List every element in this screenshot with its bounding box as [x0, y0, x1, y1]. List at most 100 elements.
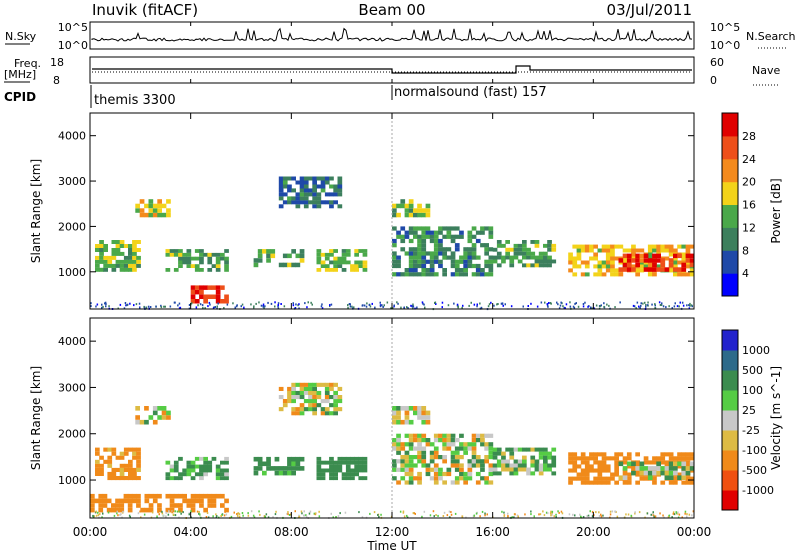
- echo-cell: [689, 244, 695, 249]
- power-colorbar-label: Power [dB]: [769, 178, 783, 243]
- echo-cell: [413, 433, 418, 438]
- echo-cell: [224, 268, 229, 272]
- echo-cell: [119, 455, 125, 460]
- echo-cell: [341, 472, 347, 477]
- echo-cell: [593, 272, 598, 277]
- echo-cell: [593, 480, 598, 485]
- echo-cell: [301, 512, 303, 515]
- echo-cell: [517, 259, 523, 264]
- echo-cell: [543, 463, 548, 468]
- echo-cell: [282, 470, 288, 476]
- echo-cell: [417, 455, 422, 460]
- echo-cell: [333, 476, 338, 481]
- echo-cell: [92, 515, 95, 518]
- echo-cell: [488, 268, 494, 273]
- echo-cell: [681, 461, 687, 467]
- echo-cell: [689, 461, 695, 467]
- echo-cell: [308, 188, 313, 193]
- echo-cell: [324, 399, 330, 404]
- echo-cell: [644, 301, 646, 304]
- echo-cell: [501, 510, 503, 513]
- echo-cell: [688, 304, 690, 307]
- echo-cell: [354, 252, 359, 257]
- echo-cell: [95, 244, 100, 248]
- echo-cell: [438, 238, 443, 244]
- echo-cell: [664, 248, 670, 253]
- echo-cell: [349, 303, 351, 306]
- echo-cell: [358, 456, 364, 461]
- echo-cell: [656, 253, 661, 259]
- echo-cell: [207, 468, 213, 473]
- echo-cell: [282, 192, 288, 197]
- echo-cell: [682, 304, 685, 307]
- echo-cell: [572, 460, 578, 465]
- echo-cell: [333, 260, 338, 265]
- colorbar-swatch: [722, 204, 738, 228]
- echo-cell: [459, 442, 464, 447]
- echo-cell: [651, 303, 653, 306]
- echo-cell: [639, 306, 641, 309]
- echo-cell: [287, 466, 292, 471]
- echo-cell: [341, 256, 347, 261]
- echo-cell: [421, 446, 427, 451]
- echo-cell: [211, 285, 217, 290]
- echo-cell: [685, 253, 691, 259]
- echo-cell: [396, 446, 401, 451]
- echo-cell: [546, 303, 549, 306]
- echo-cell: [136, 259, 141, 264]
- echo-cell: [450, 259, 456, 264]
- echo-cell: [316, 192, 322, 197]
- echo-cell: [496, 263, 502, 268]
- freq-trace: [92, 65, 692, 74]
- echo-cell: [534, 459, 540, 464]
- echo-cell: [186, 260, 192, 265]
- echo-cell: [295, 303, 297, 306]
- echo-cell: [501, 463, 506, 468]
- echo-cell: [161, 410, 167, 416]
- echo-cell: [433, 455, 439, 460]
- echo-cell: [186, 498, 192, 504]
- echo-cell: [488, 450, 494, 455]
- echo-cell: [618, 272, 624, 277]
- echo-cell: [199, 252, 204, 257]
- echo-cell: [593, 456, 598, 461]
- echo-cell: [197, 304, 199, 307]
- echo-cell: [350, 472, 355, 477]
- echo-cell: [262, 249, 267, 254]
- echo-cell: [157, 406, 162, 411]
- echo-cell: [320, 176, 326, 181]
- echo-cell: [278, 262, 284, 268]
- echo-cell: [324, 407, 330, 412]
- echo-cell: [392, 406, 397, 411]
- colorbar-tick-label: -100: [742, 444, 767, 457]
- echo-cell: [140, 516, 142, 519]
- echo-cell: [527, 305, 529, 307]
- echo-cell: [522, 263, 527, 268]
- echo-cell: [480, 230, 485, 235]
- echo-cell: [589, 480, 594, 485]
- echo-cell: [665, 306, 667, 309]
- freq-left-tick-top: 18: [50, 56, 64, 69]
- echo-cell: [656, 461, 661, 467]
- echo-cell: [459, 467, 464, 472]
- echo-cell: [587, 516, 590, 519]
- echo-cell: [310, 301, 312, 304]
- echo-cell: [178, 256, 183, 261]
- echo-cell: [425, 251, 431, 256]
- echo-cell: [652, 272, 657, 277]
- echo-cell: [295, 204, 301, 209]
- echo-cell: [396, 301, 398, 304]
- echo-cell: [402, 510, 405, 513]
- echo-cell: [270, 249, 276, 254]
- echo-cell: [266, 253, 271, 259]
- echo-cell: [538, 263, 544, 268]
- echo-cell: [631, 258, 636, 263]
- echo-cell: [425, 467, 431, 472]
- echo-cell: [438, 455, 443, 460]
- echo-cell: [413, 234, 418, 239]
- echo-cell: [434, 301, 437, 304]
- echo-cell: [530, 459, 536, 464]
- echo-cell: [383, 304, 385, 307]
- echo-cell: [329, 460, 334, 465]
- echo-cell: [392, 255, 397, 260]
